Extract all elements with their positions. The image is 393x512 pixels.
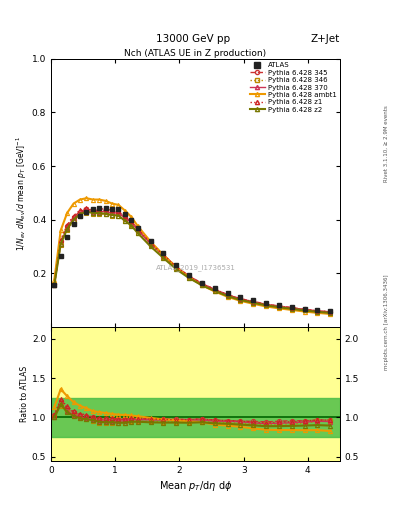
Title: Nch (ATLAS UE in Z production): Nch (ATLAS UE in Z production) bbox=[125, 49, 266, 58]
Text: ATLAS_2019_I1736531: ATLAS_2019_I1736531 bbox=[156, 265, 235, 271]
Legend: ATLAS, Pythia 6.428 345, Pythia 6.428 346, Pythia 6.428 370, Pythia 6.428 ambt1,: ATLAS, Pythia 6.428 345, Pythia 6.428 34… bbox=[248, 61, 338, 114]
Text: 13000 GeV pp: 13000 GeV pp bbox=[156, 33, 230, 44]
Text: mcplots.cern.ch [arXiv:1306.3436]: mcplots.cern.ch [arXiv:1306.3436] bbox=[384, 275, 389, 370]
X-axis label: Mean $p_T$/d$\eta$ d$\phi$: Mean $p_T$/d$\eta$ d$\phi$ bbox=[159, 479, 232, 493]
Text: Z+Jet: Z+Jet bbox=[311, 33, 340, 44]
Y-axis label: $1/N_{ev}$ $dN_{ev}/d$ mean $p_T$ [GeV]$^{-1}$: $1/N_{ev}$ $dN_{ev}/d$ mean $p_T$ [GeV]$… bbox=[15, 135, 29, 250]
Text: Rivet 3.1.10, ≥ 2.9M events: Rivet 3.1.10, ≥ 2.9M events bbox=[384, 105, 389, 182]
Y-axis label: Ratio to ATLAS: Ratio to ATLAS bbox=[20, 366, 29, 422]
